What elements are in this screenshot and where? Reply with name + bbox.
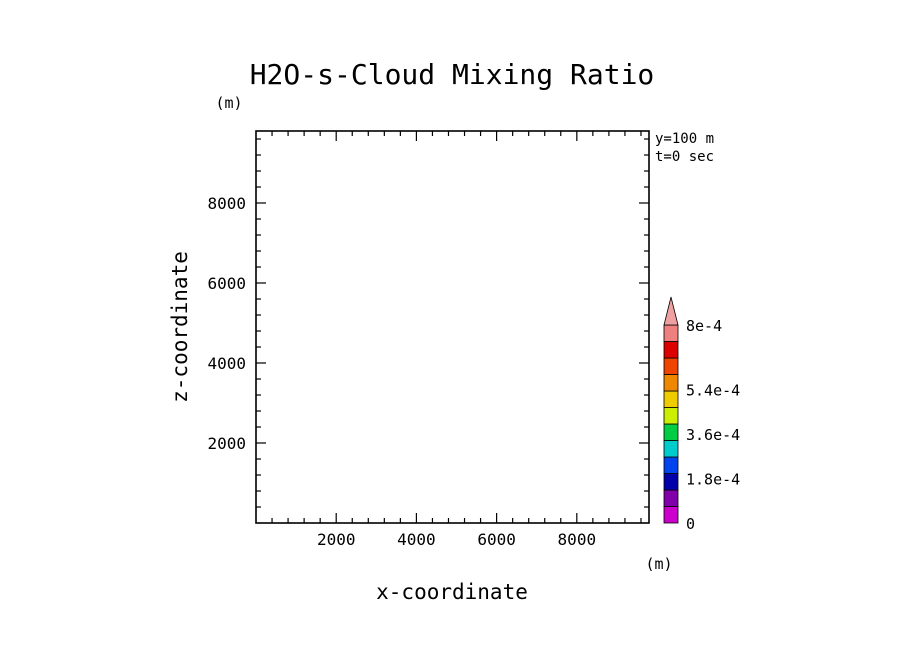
colorbar-tick-label: 0 [686, 515, 695, 533]
colorbar-swatch [663, 390, 679, 408]
x-tick-label: 8000 [558, 530, 597, 549]
colorbar-swatch [663, 374, 679, 392]
x-tick-label: 4000 [397, 530, 436, 549]
colorbar-swatch [663, 473, 679, 491]
x-unit-label: (m) [645, 555, 672, 573]
colorbar-tick-label: 3.6e-4 [686, 426, 740, 444]
y-tick-label: 2000 [207, 434, 246, 453]
colorbar-swatch [663, 341, 679, 359]
colorbar-extend-arrow [663, 296, 679, 326]
annotation-time: t=0 sec [655, 149, 714, 165]
annotation-y-position: y=100 m [655, 131, 714, 147]
colorbar-tick-label: 5.4e-4 [686, 381, 740, 399]
colorbar-swatch [663, 357, 679, 375]
colorbar: 0 1.8e-4 3.6e-4 5.4e-4 8e-4 [663, 296, 740, 533]
colorbar-swatch [663, 456, 679, 474]
colorbar-tick-label: 8e-4 [686, 317, 722, 335]
y-axis-label: z-coordinate [168, 251, 192, 403]
colorbar-tick-label: 1.8e-4 [686, 470, 740, 488]
axis-ticks: 2000 4000 6000 8000 2000 4000 6000 8000 [207, 131, 649, 549]
x-tick-label: 6000 [477, 530, 516, 549]
y-tick-label: 8000 [207, 194, 246, 213]
y-tick-label: 4000 [207, 354, 246, 373]
colorbar-swatch [663, 423, 679, 441]
colorbar-swatch [663, 506, 679, 524]
y-unit-label: (m) [215, 94, 242, 112]
colorbar-swatch [663, 489, 679, 507]
x-tick-label: 2000 [317, 530, 356, 549]
colorbar-swatch [663, 440, 679, 458]
x-axis-label: x-coordinate [376, 580, 528, 604]
chart-title: H2O-s-Cloud Mixing Ratio [250, 58, 655, 91]
colorbar-swatch [663, 324, 679, 342]
y-tick-label: 6000 [207, 274, 246, 293]
colorbar-swatch [663, 407, 679, 425]
plot-frame [255, 130, 650, 524]
